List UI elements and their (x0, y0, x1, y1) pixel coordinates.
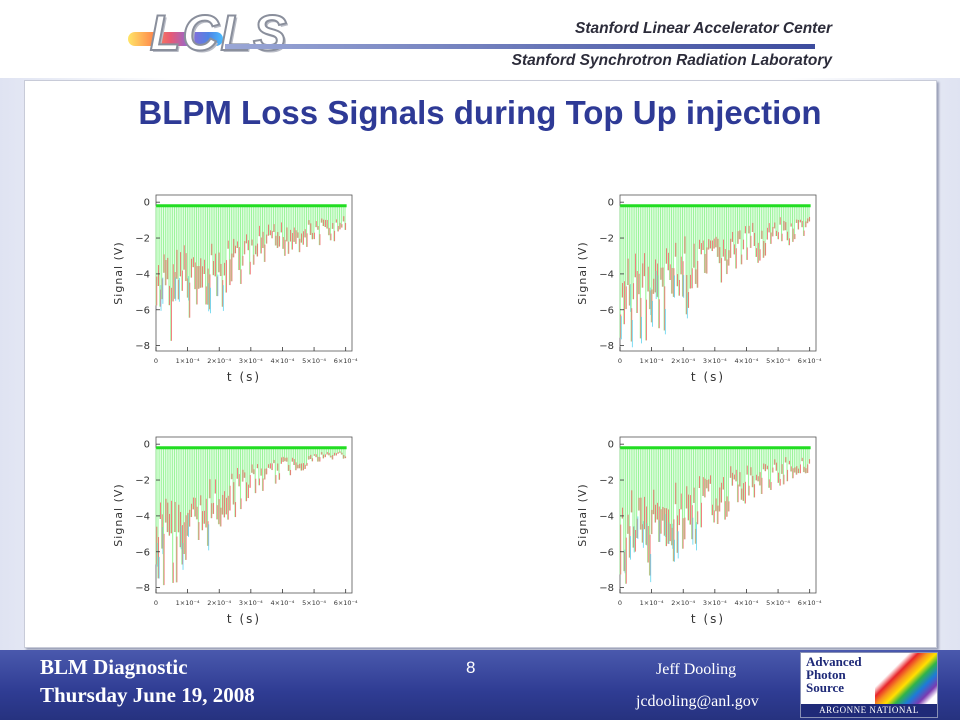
x-tick-label: 3×10⁻⁴ (703, 357, 727, 365)
plot-4-svg: 0 −2 −4 −6 −8 0 1×10⁻⁴ 2×10⁻⁴ 3×10⁻⁴ 4×10⁻⁴ 5×10⁻⁴… (576, 436, 822, 626)
lcls-logo-swoosh (128, 32, 223, 46)
y-tick-label: 0 (608, 198, 614, 209)
x-tick-label: 6×10⁻⁴ (334, 357, 358, 365)
x-tick-label: 6×10⁻⁴ (334, 599, 358, 607)
aps-logo-text: Advanced Photon Source (806, 655, 862, 694)
y-tick-label: −4 (135, 269, 150, 280)
signal-traces (619, 204, 811, 348)
y-tick-label: −4 (599, 511, 614, 522)
ssrl-label: Stanford Synchrotron Radiation Laborator… (511, 52, 832, 69)
y-axis-label: Signal (V) (576, 241, 589, 304)
x-tick-label: 1×10⁻⁴ (176, 357, 200, 365)
x-tick-label: 3×10⁻⁴ (239, 357, 263, 365)
x-tick-label: 2×10⁻⁴ (671, 599, 695, 607)
y-tick-label: −8 (599, 341, 614, 352)
x-tick-label: 0 (154, 357, 158, 365)
footer-date: Thursday June 19, 2008 (40, 683, 255, 707)
loss-signal-plot-1: 0 −2 −4 −6 −8 0 1×10⁻⁴ 2×10⁻⁴ 3×10⁻⁴ 4×10⁻⁴ 5×10⁻⁴… (100, 183, 370, 388)
y-tick-label: −8 (599, 583, 614, 594)
y-tick-label: 0 (608, 440, 614, 451)
slac-label: Stanford Linear Accelerator Center (575, 20, 832, 37)
x-tick-label: 4×10⁻⁴ (735, 357, 759, 365)
header-rule (225, 44, 815, 49)
x-tick-label: 2×10⁻⁴ (207, 357, 231, 365)
y-tick-label: −2 (599, 476, 614, 487)
aps-word-advanced: Advanced (806, 654, 862, 669)
aps-lab-name: ARGONNE NATIONAL LABORATORY (801, 704, 937, 717)
x-tick-label: 4×10⁻⁴ (735, 599, 759, 607)
x-axis-label: t (s) (227, 370, 261, 384)
x-tick-label: 1×10⁻⁴ (640, 357, 664, 365)
x-tick-label: 3×10⁻⁴ (239, 599, 263, 607)
x-tick-label: 6×10⁻⁴ (798, 599, 822, 607)
y-tick-label: −2 (599, 234, 614, 245)
y-tick-label: −6 (135, 547, 150, 558)
plot-1-svg: 0 −2 −4 −6 −8 0 1×10⁻⁴ 2×10⁻⁴ 3×10⁻⁴ 4×10⁻⁴ 5×10⁻⁴… (112, 194, 358, 384)
y-axis-label: Signal (V) (576, 483, 589, 546)
aps-word-source: Source (806, 680, 845, 695)
x-tick-label: 0 (618, 599, 622, 607)
plot-2-svg: 0 −2 −4 −6 −8 0 1×10⁻⁴ 2×10⁻⁴ 3×10⁻⁴ 4×10⁻⁴ 5×10⁻⁴… (576, 194, 822, 384)
x-tick-label: 5×10⁻⁴ (766, 357, 790, 365)
x-axis-label: t (s) (691, 612, 725, 626)
y-tick-label: −4 (599, 269, 614, 280)
y-axis-label: Signal (V) (112, 241, 125, 304)
x-tick-label: 3×10⁻⁴ (703, 599, 727, 607)
y-tick-label: −4 (135, 511, 150, 522)
y-tick-label: 0 (144, 198, 150, 209)
x-tick-label: 0 (154, 599, 158, 607)
y-tick-label: −8 (135, 341, 150, 352)
y-tick-label: −2 (135, 234, 150, 245)
author-email: jcdooling@anl.gov (636, 693, 759, 710)
slide-title: BLPM Loss Signals during Top Up injectio… (138, 94, 822, 131)
x-tick-label: 5×10⁻⁴ (302, 599, 326, 607)
y-tick-label: −6 (599, 305, 614, 316)
signal-traces (155, 204, 347, 341)
plot-3-svg: 0 −2 −4 −6 −8 0 1×10⁻⁴ 2×10⁻⁴ 3×10⁻⁴ 4×10⁻⁴ 5×10⁻⁴… (112, 436, 358, 626)
aps-word-photon: Photon (806, 667, 846, 682)
x-tick-label: 1×10⁻⁴ (176, 599, 200, 607)
x-tick-label: 0 (618, 357, 622, 365)
y-tick-label: −2 (135, 476, 150, 487)
lcls-logo: LCLS (149, 4, 289, 62)
x-tick-label: 5×10⁻⁴ (302, 357, 326, 365)
y-tick-label: −8 (135, 583, 150, 594)
page-number: 8 (466, 658, 476, 677)
loss-signal-plot-2: 0 −2 −4 −6 −8 0 1×10⁻⁴ 2×10⁻⁴ 3×10⁻⁴ 4×10⁻⁴ 5×10⁻⁴… (564, 183, 834, 388)
x-axis-label: t (s) (227, 612, 261, 626)
x-tick-label: 1×10⁻⁴ (640, 599, 664, 607)
footer-topic: BLM Diagnostic (40, 655, 188, 679)
x-tick-label: 6×10⁻⁴ (798, 357, 822, 365)
x-axis-label: t (s) (691, 370, 725, 384)
aps-logo-rainbow (875, 653, 937, 705)
author-name: Jeff Dooling (656, 661, 737, 678)
x-tick-label: 5×10⁻⁴ (766, 599, 790, 607)
x-tick-label: 4×10⁻⁴ (271, 357, 295, 365)
x-tick-label: 2×10⁻⁴ (207, 599, 231, 607)
y-tick-label: −6 (135, 305, 150, 316)
y-axis-label: Signal (V) (112, 483, 125, 546)
loss-signal-plot-3: 0 −2 −4 −6 −8 0 1×10⁻⁴ 2×10⁻⁴ 3×10⁻⁴ 4×10⁻⁴ 5×10⁻⁴… (100, 425, 370, 630)
loss-signal-plot-4: 0 −2 −4 −6 −8 0 1×10⁻⁴ 2×10⁻⁴ 3×10⁻⁴ 4×10⁻⁴ 5×10⁻⁴… (564, 425, 834, 630)
y-tick-label: −6 (599, 547, 614, 558)
aps-logo: Advanced Photon Source ARGONNE NATIONAL … (800, 652, 938, 718)
signal-traces (155, 446, 347, 586)
x-tick-label: 2×10⁻⁴ (671, 357, 695, 365)
y-tick-label: 0 (144, 440, 150, 451)
signal-traces (619, 446, 811, 584)
x-tick-label: 4×10⁻⁴ (271, 599, 295, 607)
